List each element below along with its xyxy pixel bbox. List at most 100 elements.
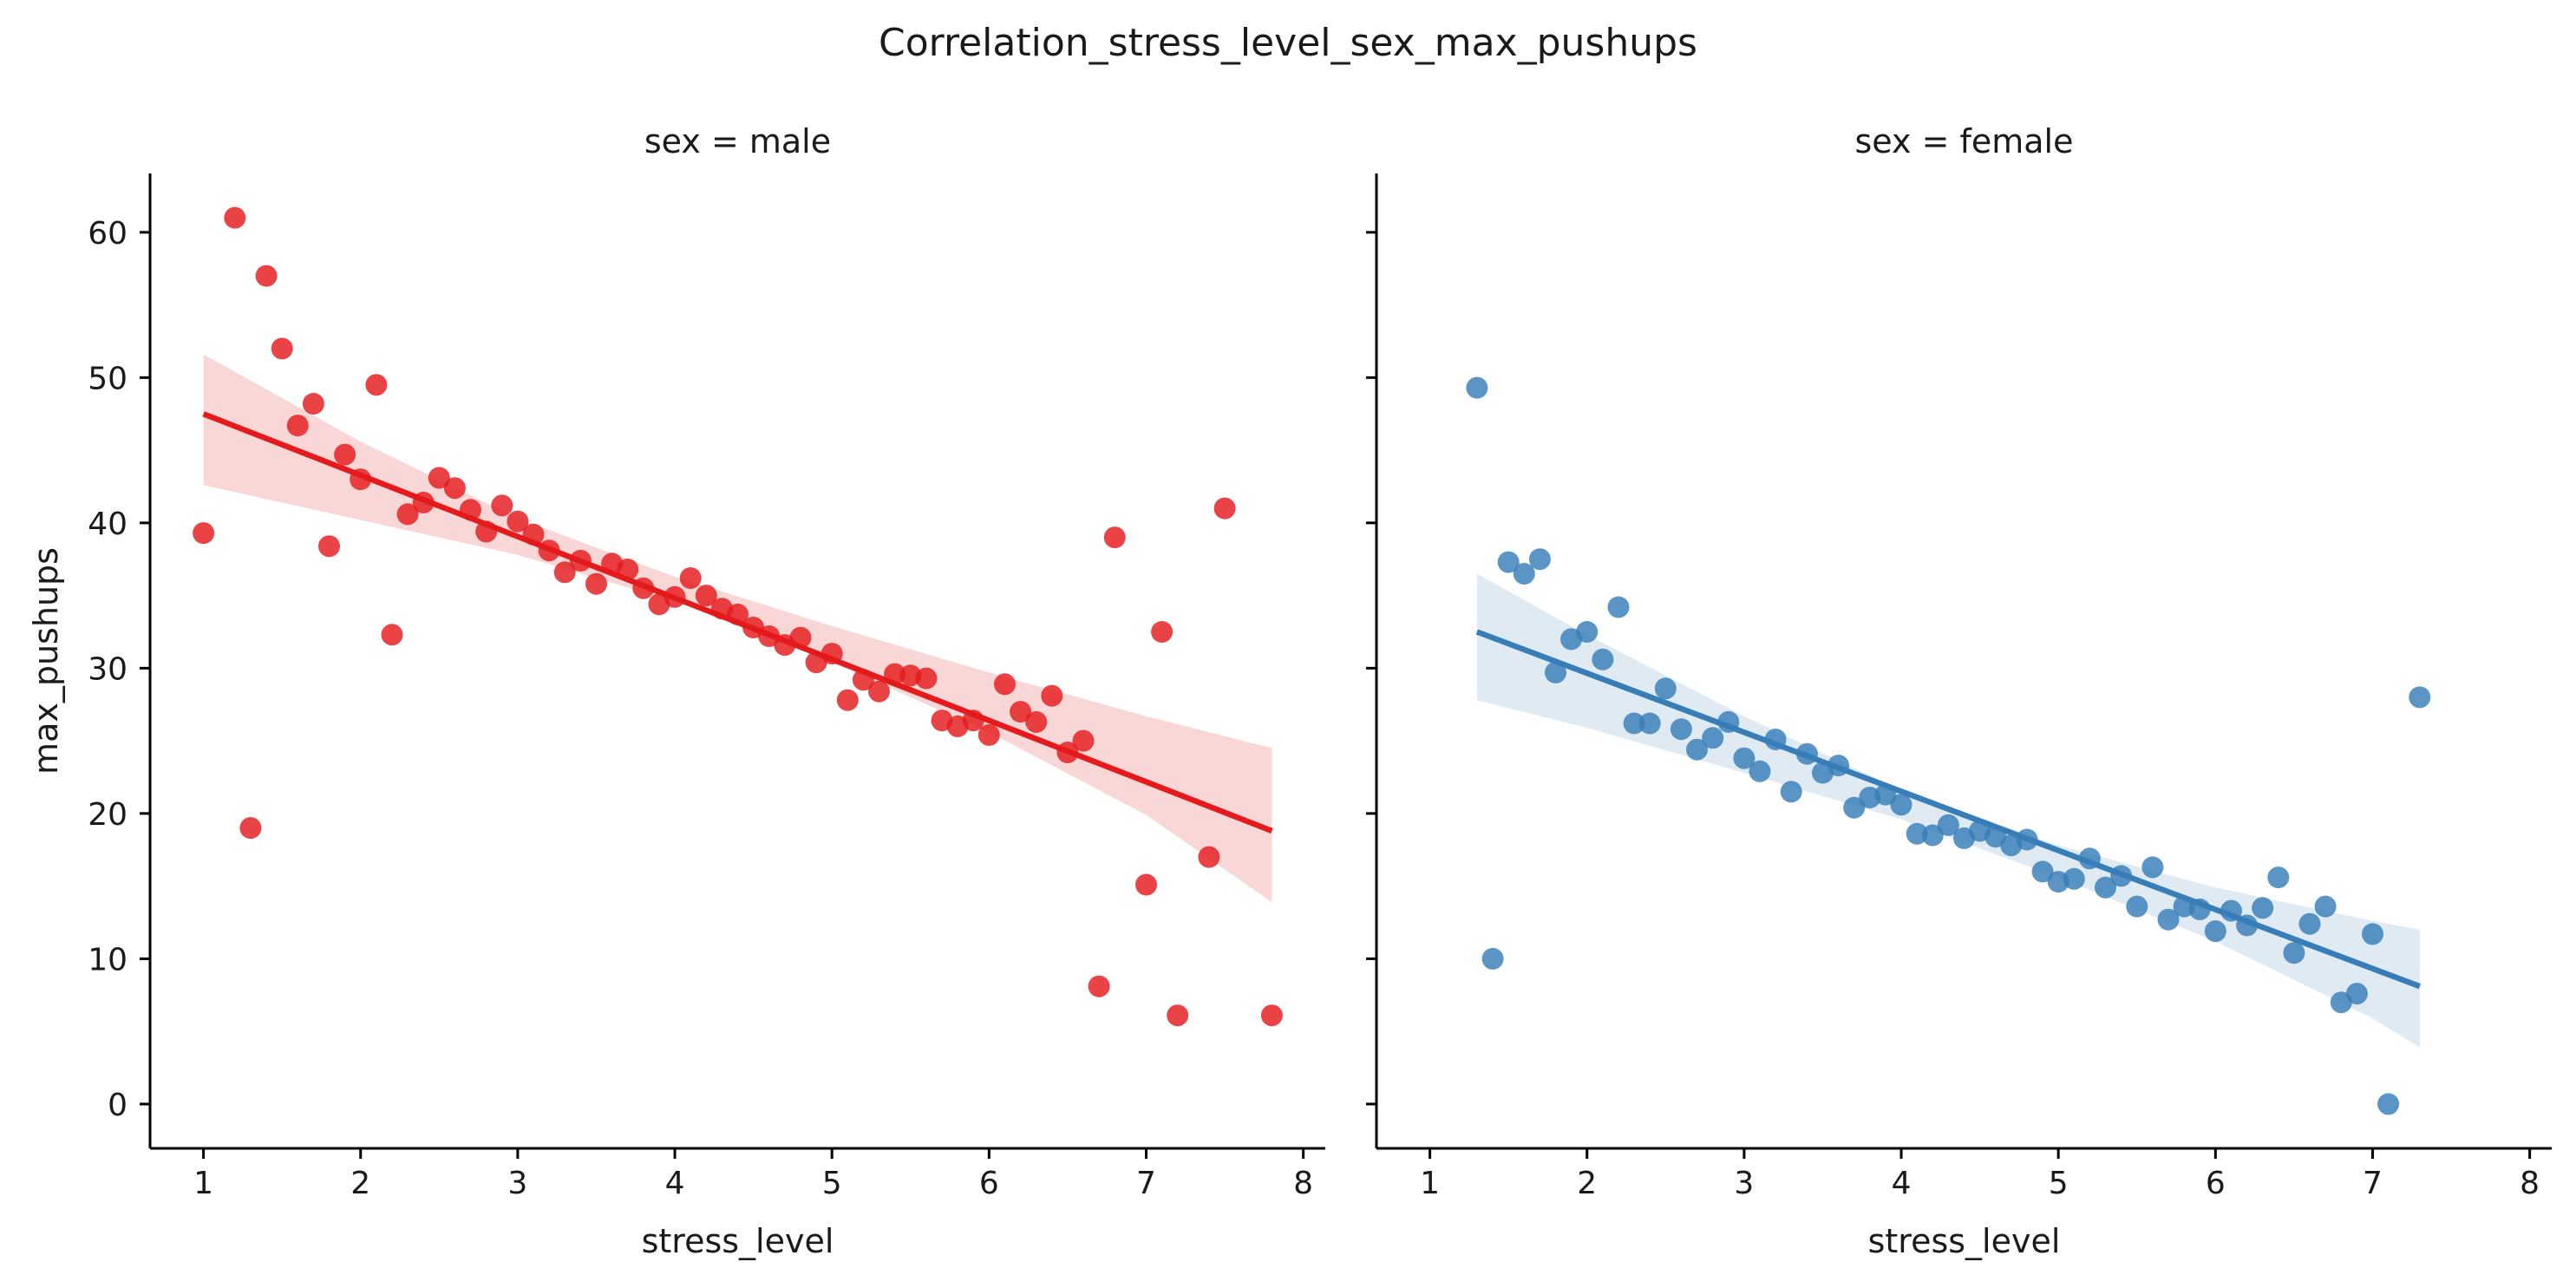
data-point-female <box>1937 814 1959 836</box>
data-point-male <box>1010 701 1032 723</box>
data-point-male <box>271 337 293 360</box>
x-tick-label-male: 2 <box>350 1166 370 1201</box>
data-point-female <box>2377 1093 2400 1115</box>
y-tick-label: 30 <box>88 651 127 687</box>
x-tick-label-male: 5 <box>822 1166 842 1201</box>
data-point-female <box>1497 551 1520 573</box>
data-point-female <box>2157 908 2180 931</box>
x-axis-label-male: stress_level <box>642 1222 834 1260</box>
data-point-female <box>2188 898 2211 920</box>
y-tick-label: 20 <box>88 797 127 833</box>
data-point-male <box>1025 710 1048 733</box>
data-point-male <box>821 643 843 665</box>
data-point-male <box>1135 873 1157 896</box>
x-tick-label-female: 5 <box>2049 1166 2069 1201</box>
data-point-male <box>962 709 984 732</box>
data-point-female <box>1906 822 1928 845</box>
x-tick-label-male: 6 <box>979 1166 999 1201</box>
data-point-male <box>412 491 435 513</box>
x-tick-label-female: 1 <box>1420 1166 1440 1201</box>
data-point-female <box>1843 796 1866 819</box>
data-point-female <box>2141 856 2164 879</box>
data-point-female <box>1921 824 1944 847</box>
data-point-female <box>1481 947 1504 970</box>
data-point-female <box>2078 847 2101 870</box>
data-point-male <box>318 535 340 558</box>
data-point-female <box>1717 710 1740 733</box>
data-point-female <box>1528 548 1551 571</box>
data-point-male <box>443 477 466 500</box>
data-point-female <box>2031 860 2054 883</box>
data-point-male <box>396 503 419 526</box>
data-point-female <box>1638 712 1661 735</box>
data-point-male <box>1056 742 1079 763</box>
facet-panel-male: sex = male max_pushups stress_level 1 2 3 4… <box>27 122 1325 1260</box>
data-point-female <box>2095 876 2116 899</box>
data-point-female <box>1670 718 1692 741</box>
data-point-female <box>2345 983 2368 1005</box>
data-point-male <box>507 510 529 533</box>
y-axis-label: max_pushups <box>27 547 65 775</box>
y-tick-label: 40 <box>88 507 127 542</box>
data-point-female <box>2016 828 2038 851</box>
confidence-band-male <box>203 354 1272 903</box>
data-point-female <box>1607 596 1630 618</box>
data-point-male <box>350 468 372 491</box>
data-point-male <box>1088 975 1110 997</box>
y-tick-label: 10 <box>88 942 127 977</box>
regression-line-female <box>1475 629 2421 990</box>
x-tick-label-male: 3 <box>507 1166 527 1201</box>
x-tick-label-female: 4 <box>1892 1166 1912 1201</box>
data-point-male <box>1151 621 1174 643</box>
data-point-male <box>460 499 481 521</box>
data-point-male <box>286 415 309 437</box>
data-point-male <box>475 520 498 543</box>
data-point-male <box>1260 1004 1283 1027</box>
data-point-female <box>1780 781 1802 803</box>
data-point-female <box>1702 727 1724 749</box>
data-point-male <box>868 680 890 703</box>
data-point-female <box>1466 376 1488 399</box>
data-point-female <box>1686 738 1708 761</box>
data-point-male <box>632 577 655 599</box>
data-point-female <box>2220 899 2242 922</box>
data-point-female <box>2236 914 2259 937</box>
data-point-female <box>1576 621 1599 643</box>
data-point-male <box>193 522 215 545</box>
data-point-female <box>2063 867 2085 890</box>
facet-title-female: sex = female <box>1855 122 2074 160</box>
y-tick-label: 60 <box>88 216 127 252</box>
data-point-male <box>569 549 592 572</box>
data-point-male <box>239 817 262 840</box>
data-point-male <box>884 663 906 685</box>
data-point-male <box>381 624 403 646</box>
data-point-female <box>1545 661 1566 683</box>
x-axis-label-female: stress_level <box>1868 1222 2061 1260</box>
x-tick-label-male: 7 <box>1136 1166 1156 1201</box>
data-point-female <box>1795 742 1818 765</box>
data-point-male <box>365 374 388 396</box>
x-tick-label-female: 7 <box>2363 1166 2383 1201</box>
x-tick-label-male: 8 <box>1293 1166 1313 1201</box>
data-point-male <box>1072 729 1095 752</box>
data-point-male <box>789 626 812 649</box>
data-point-female <box>1733 747 1755 769</box>
data-point-male <box>1213 497 1236 520</box>
data-point-male <box>522 523 545 546</box>
data-point-male <box>1041 684 1063 707</box>
data-point-female <box>2283 942 2305 964</box>
data-point-male <box>664 585 686 608</box>
data-point-female <box>2110 865 2133 887</box>
data-point-female <box>2252 897 2274 919</box>
data-point-male <box>836 689 859 711</box>
data-point-male <box>915 667 938 690</box>
data-point-female <box>1890 794 1912 816</box>
x-tick-label-female: 8 <box>2520 1166 2540 1201</box>
data-point-male <box>727 603 749 625</box>
data-point-female <box>1749 760 1771 782</box>
data-point-female <box>2298 912 2321 935</box>
y-tick-label: 50 <box>88 361 127 396</box>
data-point-male <box>994 673 1016 696</box>
data-point-male <box>491 494 513 517</box>
